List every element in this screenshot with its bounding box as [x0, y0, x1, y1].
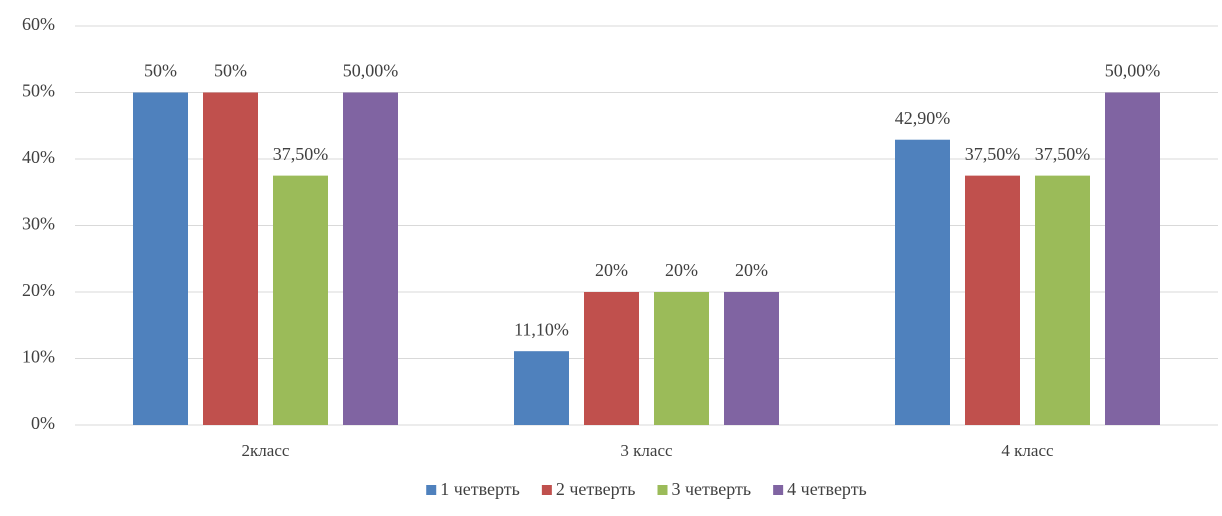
data-label: 50,00% — [1105, 61, 1161, 81]
legend-label: 2 четверть — [556, 479, 636, 499]
bar — [133, 92, 188, 425]
legend-swatch — [657, 485, 668, 495]
bar — [1035, 175, 1090, 425]
data-label: 37,50% — [965, 144, 1021, 164]
bar — [965, 175, 1020, 425]
data-label: 11,10% — [514, 319, 569, 339]
data-label: 42,90% — [895, 108, 951, 128]
legend-label: 3 четверть — [672, 479, 752, 499]
data-label: 37,50% — [273, 144, 329, 164]
y-tick-label: 60% — [22, 14, 55, 34]
bar — [343, 92, 398, 425]
bar — [724, 292, 779, 425]
data-label: 50% — [144, 61, 177, 81]
legend-swatch — [773, 485, 784, 495]
data-label: 50% — [214, 61, 247, 81]
y-tick-label: 40% — [22, 147, 55, 167]
x-tick-label: 4 класс — [1001, 441, 1054, 460]
data-label: 50,00% — [343, 61, 399, 81]
legend-label: 1 четверть — [440, 479, 520, 499]
bar — [895, 139, 950, 425]
bar — [514, 351, 569, 425]
data-label: 37,50% — [1035, 144, 1091, 164]
x-tick-label: 3 класс — [620, 441, 673, 460]
data-label: 20% — [735, 260, 768, 280]
data-label: 20% — [665, 260, 698, 280]
legend-swatch — [541, 485, 552, 495]
y-tick-label: 20% — [22, 280, 55, 300]
y-tick-label: 30% — [22, 214, 55, 234]
y-tick-label: 10% — [22, 347, 55, 367]
bar — [584, 292, 639, 425]
legend-label: 4 четверть — [787, 479, 867, 499]
y-tick-label: 50% — [22, 81, 55, 101]
x-tick-label: 2класс — [242, 441, 290, 460]
bar — [1105, 92, 1160, 425]
bar — [203, 92, 258, 425]
y-tick-label: 0% — [31, 413, 55, 433]
legend-swatch — [426, 485, 437, 495]
bar — [654, 292, 709, 425]
data-label: 20% — [595, 260, 628, 280]
bar — [273, 175, 328, 425]
